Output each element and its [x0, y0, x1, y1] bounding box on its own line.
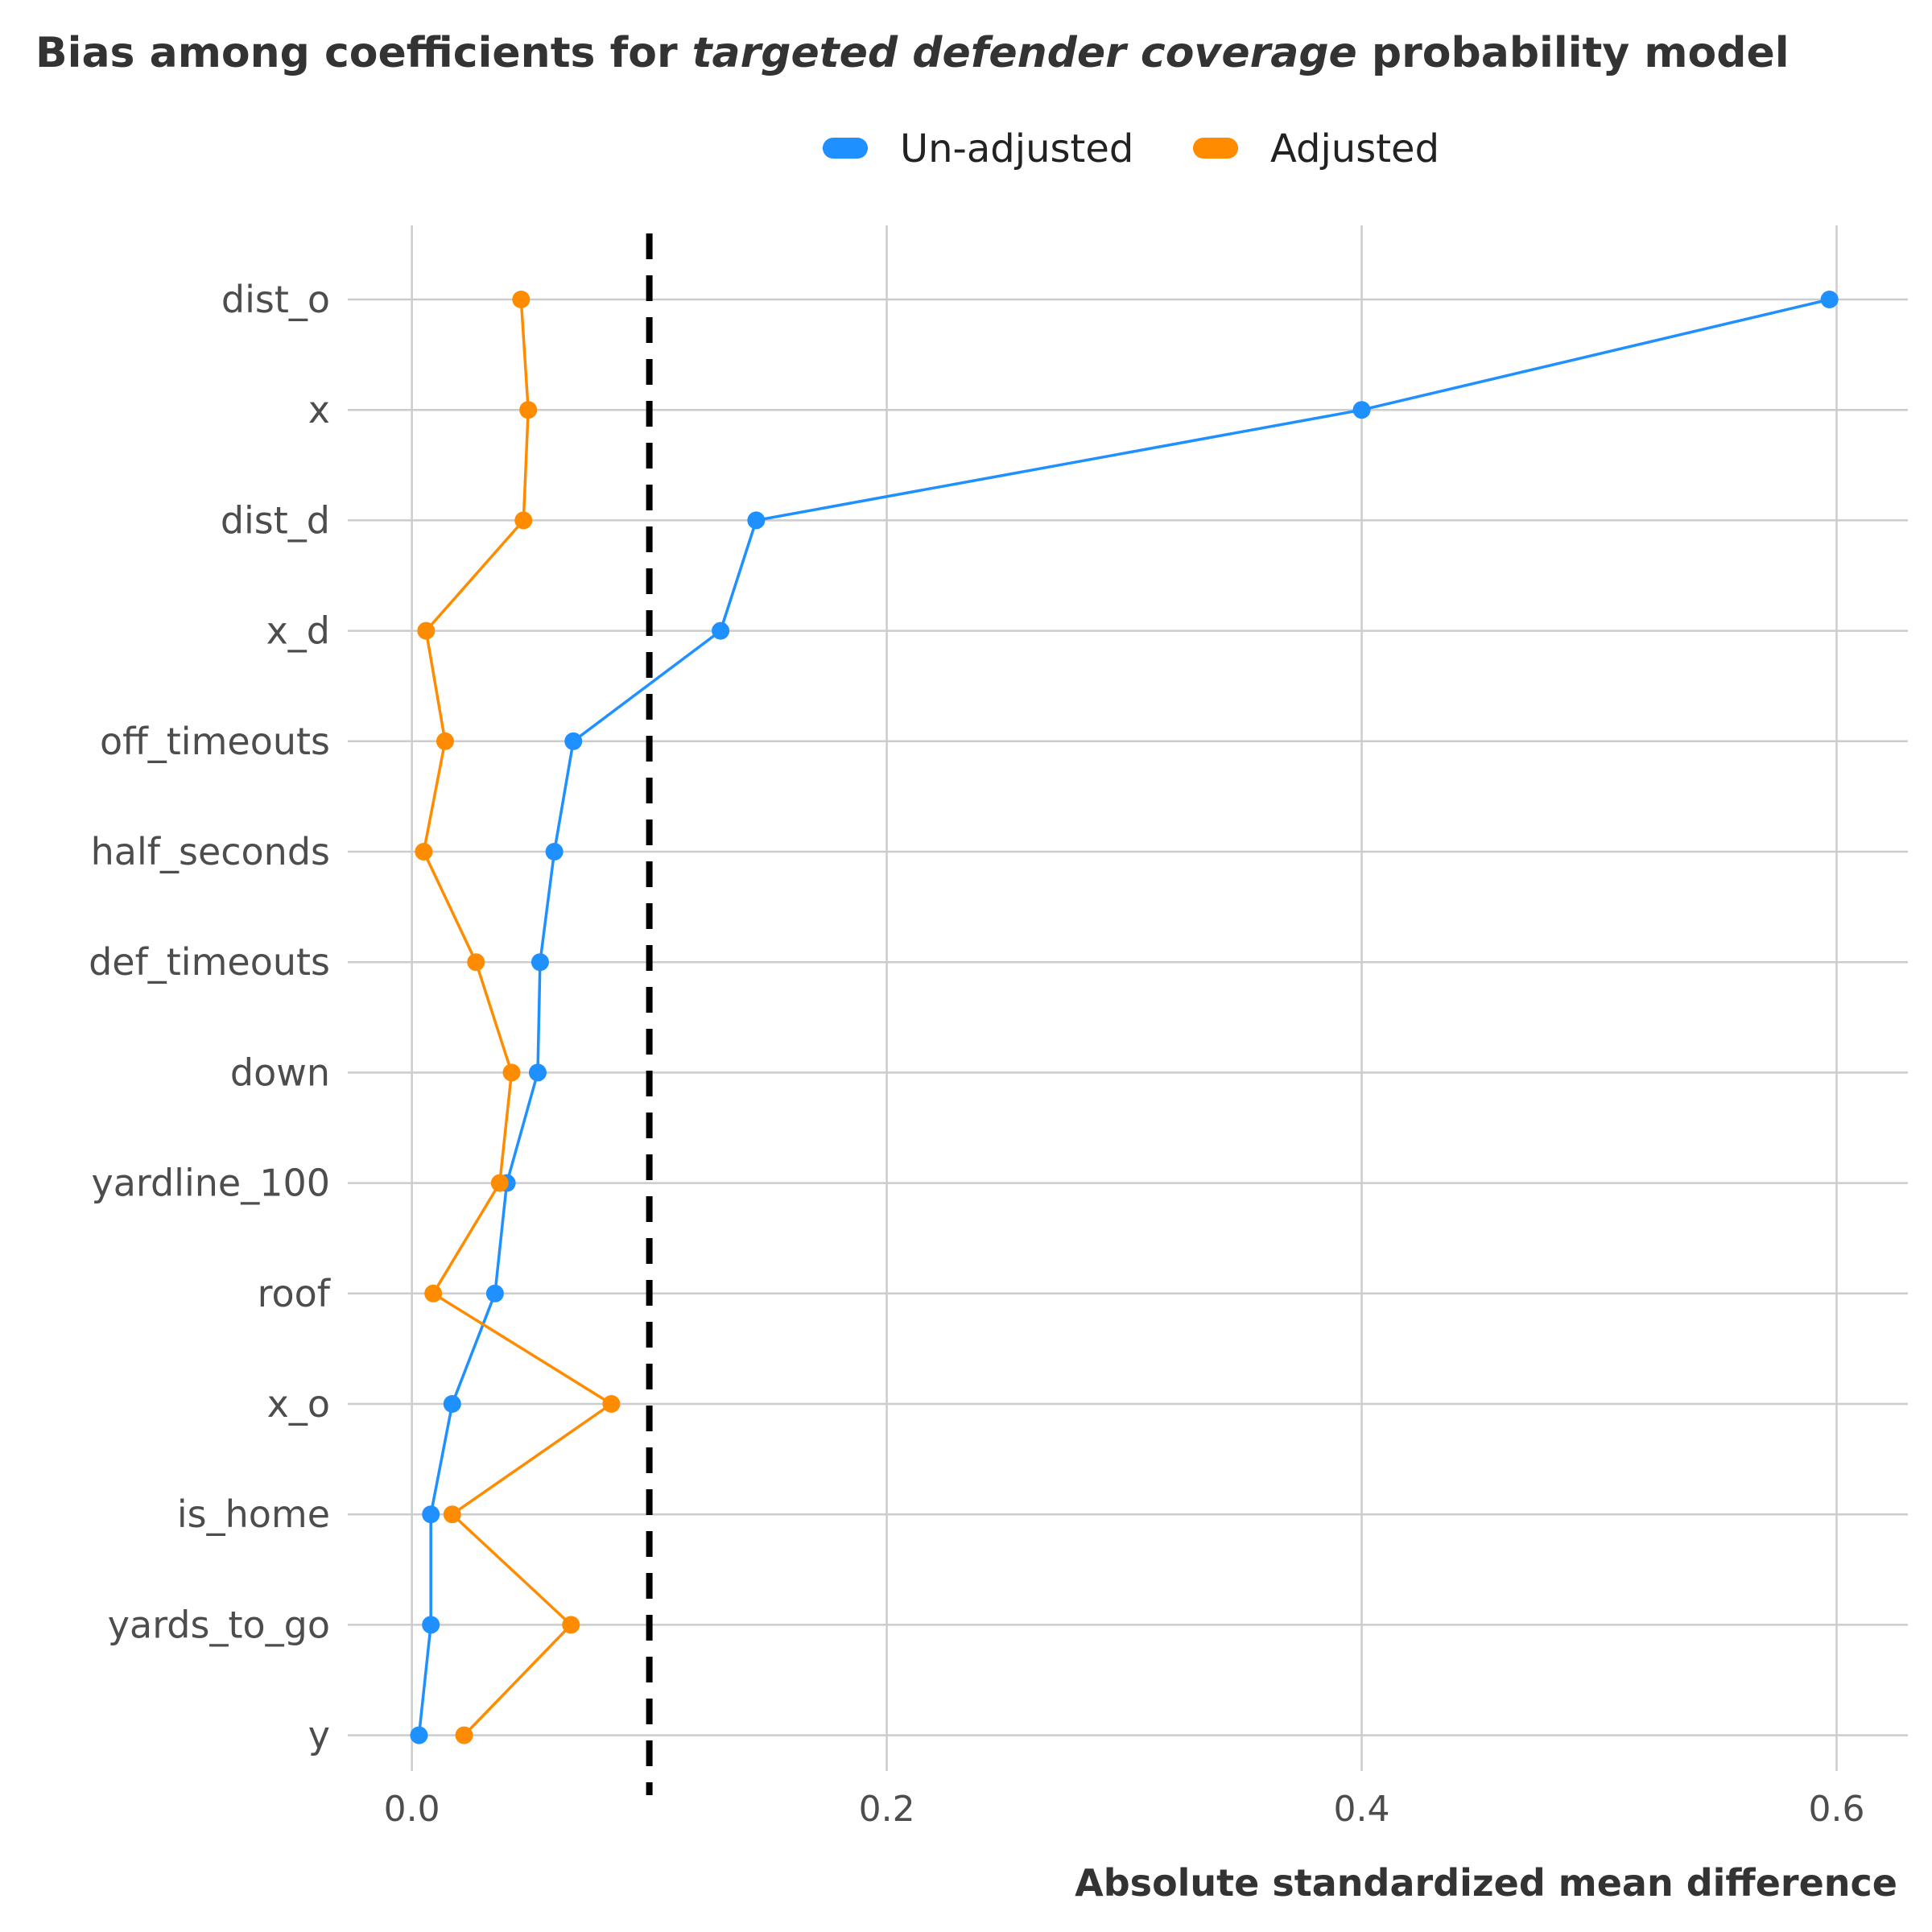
data-point: [602, 1395, 621, 1413]
series-line: [417, 298, 1831, 1736]
legend-label: Adjusted: [1270, 126, 1439, 171]
data-point: [502, 1063, 521, 1082]
data-point: [422, 1505, 440, 1524]
data-point: [519, 401, 538, 419]
data-point: [467, 953, 485, 972]
y-tick-label: def_timeouts: [89, 940, 330, 984]
x-tick-label: 0.2: [859, 1789, 915, 1830]
legend-key-swatch: [823, 138, 868, 159]
data-point: [424, 1284, 443, 1302]
y-tick-label: roof: [258, 1272, 332, 1315]
data-point: [512, 291, 530, 308]
data-point: [747, 511, 766, 530]
data-point: [1352, 401, 1371, 419]
data-point: [514, 511, 533, 530]
y-tick-label: down: [230, 1051, 330, 1094]
y-axis-tick-labels: dist_ox dist_d x_d off_timeouts half_seconds…: [89, 278, 332, 1757]
data-point: [443, 1505, 461, 1524]
series-adjusted: [415, 291, 621, 1744]
data-point: [417, 621, 436, 640]
y-tick-label: off_timeouts: [100, 720, 330, 763]
series-line: [422, 299, 614, 1736]
legend-label: Un-adjusted: [900, 126, 1133, 171]
y-tick-label: y: [308, 1714, 330, 1757]
x-axis-title: Absolute standardized mean difference: [1075, 1861, 1897, 1905]
data-point: [485, 1284, 504, 1302]
y-tick-label: yardline_100: [91, 1162, 330, 1205]
data-point: [562, 1616, 580, 1634]
data-point: [436, 732, 454, 750]
chart-title-part-1: Bias among coefficients for: [35, 29, 692, 77]
chart-title-part-2: probability model: [1357, 29, 1790, 77]
y-tick-label: is_home: [177, 1492, 330, 1536]
x-tick-label: 0.4: [1334, 1789, 1390, 1830]
legend-key-swatch: [1193, 138, 1238, 159]
data-point: [490, 1174, 509, 1192]
grid-lines: [348, 225, 1908, 1771]
data-point: [415, 843, 433, 861]
data-point: [410, 1726, 428, 1744]
x-axis-tick-labels: 0.0 0.2 0.4 0.6: [384, 1789, 1865, 1830]
x-tick-label: 0.0: [384, 1789, 440, 1830]
series-un-adjusted: [410, 291, 1839, 1744]
data-point: [530, 953, 549, 972]
y-tick-label: x: [308, 388, 330, 431]
data-point: [712, 621, 730, 640]
y-tick-label: x_o: [267, 1382, 330, 1426]
chart-title-emphasis: targeted defender coverage: [692, 29, 1357, 77]
y-tick-label: dist_d: [221, 498, 330, 542]
data-point: [455, 1726, 473, 1744]
legend: Un-adjusted Adjusted: [823, 126, 1439, 171]
data-point: [528, 1063, 547, 1082]
y-tick-label: dist_o: [221, 278, 330, 321]
data-point: [443, 1395, 461, 1413]
data-point: [422, 1616, 440, 1634]
series-layer: [410, 291, 1839, 1744]
y-tick-label: x_d: [266, 609, 330, 653]
data-point: [545, 843, 564, 861]
data-point: [564, 732, 583, 750]
x-tick-label: 0.6: [1809, 1789, 1865, 1830]
y-tick-label: yards_to_go: [108, 1603, 330, 1646]
data-point: [1820, 291, 1839, 308]
y-tick-label: half_seconds: [91, 830, 330, 873]
chart-title: Bias among coefficients for targeted def…: [35, 29, 1790, 77]
